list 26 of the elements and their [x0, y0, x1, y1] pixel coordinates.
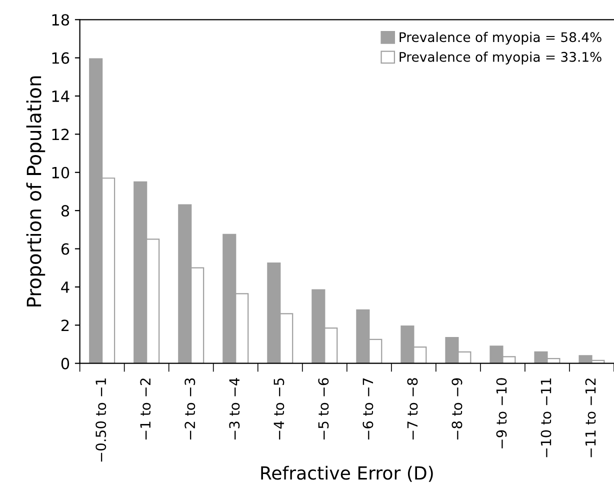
x-tick-label: −6 to −7 [362, 378, 374, 440]
x-tick-label: −8 to −9 [452, 378, 462, 440]
x-tick-label: −10 to −11 [540, 378, 552, 458]
x-tick-label: −4 to −5 [274, 378, 284, 440]
x-tick-label: −7 to −8 [407, 378, 418, 440]
y-tick-label: 4 [61, 282, 70, 293]
y-tick-label: 12 [52, 128, 69, 140]
y-tick-label: 14 [52, 90, 70, 102]
x-tick-label: −3 to −4 [229, 378, 240, 440]
x-tick-label: −1 to −2 [140, 378, 151, 440]
y-axis-title: Proportion of Population [26, 76, 46, 306]
y-tick-label: 2 [61, 320, 69, 331]
y-tick-label: 16 [52, 52, 70, 64]
x-tick-label: −5 to −6 [318, 378, 329, 440]
legend-label: Prevalence of myopia = 33.1% [400, 52, 602, 64]
x-tick-label: −9 to −10 [496, 378, 507, 448]
x-axis-title: Refractive Error (D) [261, 466, 433, 482]
y-tick-label: 0 [61, 358, 70, 370]
x-tick-label: −2 to −3 [184, 378, 196, 440]
y-tick-label: 6 [61, 243, 70, 255]
legend-label: Prevalence of myopia = 58.4% [400, 32, 602, 45]
y-tick-label: 8 [61, 205, 70, 217]
x-tick-label: −11 to −12 [585, 378, 596, 458]
y-tick-label: 18 [52, 14, 70, 26]
x-tick-label: −0.50 to −1 [96, 378, 106, 462]
y-tick-label: 10 [52, 166, 70, 178]
